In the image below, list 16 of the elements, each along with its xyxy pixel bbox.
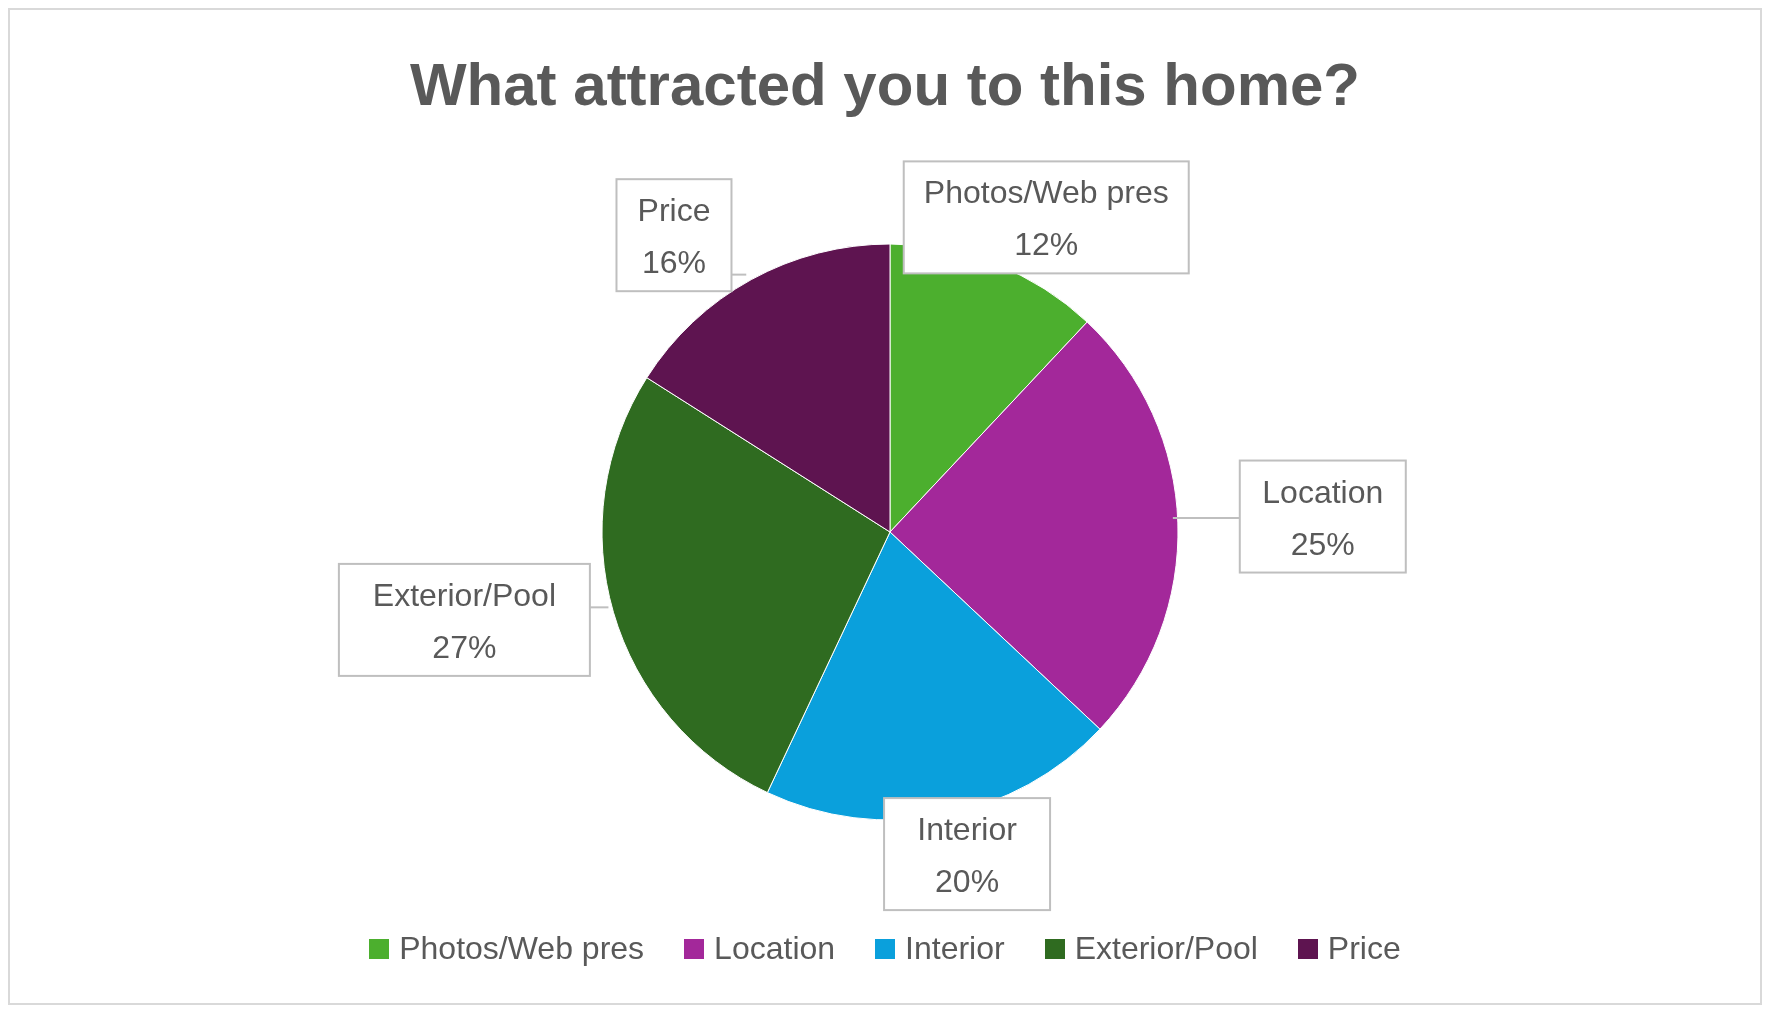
- legend-label: Price: [1326, 930, 1401, 967]
- data-label: 20%: [935, 863, 1000, 900]
- slice-label: Interior: [917, 811, 1018, 848]
- slice-label: Location: [1262, 473, 1384, 510]
- slice-label: Price: [637, 192, 711, 229]
- chart-title: What attracted you to this home?: [408, 50, 1361, 119]
- data-label: 12%: [1014, 226, 1079, 263]
- data-label: 25%: [1290, 525, 1355, 562]
- slice-label: Exterior/Pool: [372, 576, 556, 613]
- legend-label: Location: [713, 930, 836, 967]
- slice-label: Photos/Web pres: [923, 174, 1169, 211]
- legend-label: Interior: [904, 930, 1005, 967]
- data-label: 27%: [432, 628, 497, 665]
- legend-label: Photos/Web pres: [398, 930, 645, 967]
- data-label: 16%: [641, 244, 707, 281]
- legend-label: Exterior/Pool: [1073, 930, 1258, 967]
